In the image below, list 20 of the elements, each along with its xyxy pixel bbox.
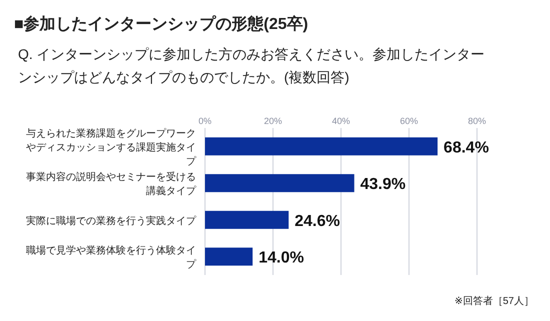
- x-tick-label: 40%: [332, 116, 350, 126]
- bar: [205, 137, 438, 156]
- bar: [205, 248, 253, 266]
- data-label: 14.0%: [258, 250, 304, 267]
- y-tick-label: 事業内容の説明会やセミナーを受ける講義タイプ: [26, 171, 197, 198]
- data-label: 68.4%: [444, 139, 489, 156]
- bar: [205, 174, 354, 192]
- x-tick-label: 60%: [400, 116, 418, 126]
- y-tick-label: 職場で見学や業務体験を行う体験タイプ: [26, 244, 197, 271]
- y-tick-label: 与えられた業務課題をグループワークやディスカッションする課題実施タイプ: [26, 127, 197, 168]
- text: ※回答者［57人］: [454, 295, 534, 307]
- chart-subtitle: Q. インターンシップに参加した方のみお答えください。参加したインターンシップはどんなタイプのものでしたか。(複数回答): [18, 46, 485, 85]
- y-tick-label: 実際に職場での業務を行う実践タイプ: [26, 214, 197, 227]
- chart-title: ■参加したインターンシップの形態(25卒): [14, 15, 308, 33]
- data-label: 43.9%: [360, 176, 406, 194]
- x-tick-label: 80%: [468, 116, 486, 126]
- x-tick-label: 0%: [198, 116, 212, 126]
- x-tick-label: 20%: [264, 116, 282, 126]
- bar: [205, 210, 289, 229]
- data-label: 24.6%: [294, 212, 340, 230]
